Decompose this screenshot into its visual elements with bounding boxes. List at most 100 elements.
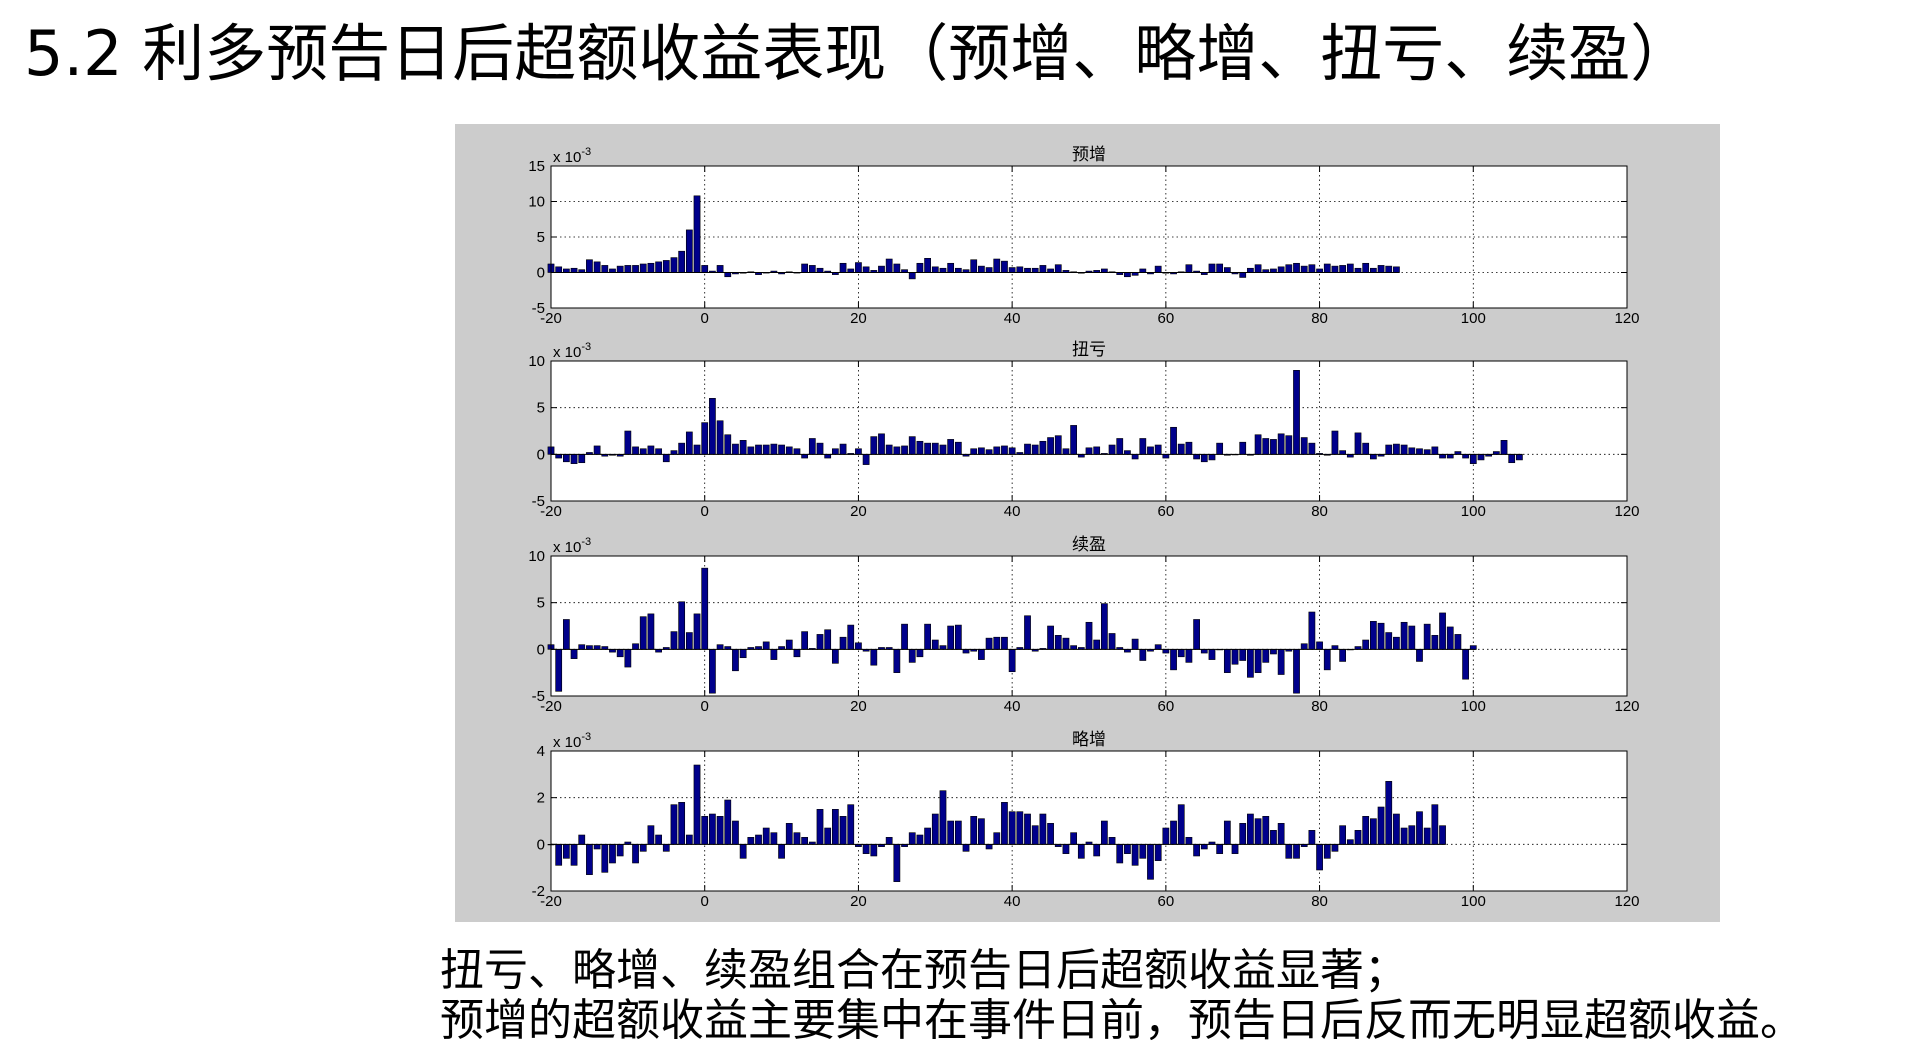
y-tick-label: 0 bbox=[537, 265, 545, 282]
bar bbox=[1070, 425, 1077, 455]
bar bbox=[570, 454, 578, 464]
bar bbox=[570, 844, 578, 866]
bar bbox=[1316, 641, 1323, 650]
x-tick-label: -20 bbox=[540, 893, 562, 910]
bar bbox=[939, 444, 947, 455]
bar bbox=[1331, 844, 1339, 852]
bar bbox=[908, 649, 916, 663]
x-tick-label: 120 bbox=[1614, 503, 1639, 520]
bar bbox=[793, 649, 801, 658]
bar bbox=[1208, 454, 1216, 461]
bar bbox=[1285, 264, 1293, 273]
bar bbox=[870, 436, 878, 455]
bar bbox=[1262, 649, 1270, 663]
bar bbox=[1254, 434, 1262, 455]
bar bbox=[1131, 844, 1139, 866]
bar bbox=[1247, 649, 1254, 678]
bar bbox=[1147, 844, 1154, 880]
bar bbox=[1439, 612, 1446, 650]
axes-frame bbox=[550, 555, 1628, 697]
x-tick-label: 40 bbox=[1004, 893, 1021, 910]
y-tick-label: -5 bbox=[532, 300, 545, 317]
bar bbox=[1439, 825, 1446, 845]
bar bbox=[778, 844, 785, 859]
bar bbox=[1377, 622, 1385, 650]
bar bbox=[947, 439, 955, 455]
bar bbox=[1223, 820, 1231, 845]
bar bbox=[1185, 837, 1193, 845]
bar bbox=[647, 613, 655, 650]
bar bbox=[947, 820, 955, 845]
bar bbox=[1300, 437, 1308, 455]
bar bbox=[632, 446, 639, 455]
bar bbox=[785, 639, 793, 650]
bar bbox=[1139, 649, 1147, 661]
bar bbox=[1354, 830, 1362, 845]
bar bbox=[1239, 649, 1247, 661]
x-tick-label: -20 bbox=[540, 698, 562, 715]
bar bbox=[578, 834, 586, 845]
x-tick-label: 60 bbox=[1158, 698, 1175, 715]
bar bbox=[709, 813, 716, 845]
subplot-3: -20 0 20 40 60 80 100 120 -5 0 5 10 x 10-3 续盈 bbox=[528, 535, 1639, 715]
bar bbox=[716, 644, 724, 650]
bar bbox=[870, 649, 878, 666]
bar bbox=[1162, 827, 1170, 845]
figure-panel: -20 0 20 40 60 80 100 120 -5 0 5 10 15 x 10-3 预增 -20 0 20… bbox=[455, 124, 1720, 922]
bar bbox=[916, 834, 924, 845]
y-tick-label: -2 bbox=[532, 883, 545, 900]
bar bbox=[924, 827, 931, 845]
bar bbox=[1369, 818, 1377, 845]
bar bbox=[1108, 837, 1116, 845]
bar bbox=[816, 809, 824, 845]
x-tick-label: 80 bbox=[1311, 698, 1328, 715]
bar bbox=[701, 265, 709, 273]
bar bbox=[563, 454, 570, 463]
bar bbox=[616, 844, 624, 857]
bar bbox=[1024, 615, 1031, 650]
bar bbox=[1462, 649, 1469, 680]
bar bbox=[578, 644, 586, 650]
bar bbox=[908, 436, 916, 455]
bar bbox=[978, 649, 985, 660]
bar bbox=[1408, 625, 1416, 650]
bar bbox=[1416, 649, 1423, 662]
y-tick-label: 0 bbox=[537, 641, 545, 658]
bar bbox=[901, 623, 908, 650]
bar bbox=[724, 434, 732, 455]
x-tick-label: 120 bbox=[1614, 310, 1639, 327]
bar bbox=[1154, 644, 1162, 650]
bar bbox=[609, 268, 616, 273]
bar bbox=[662, 454, 670, 463]
bar bbox=[862, 266, 870, 273]
bar bbox=[808, 438, 816, 455]
bar bbox=[732, 649, 739, 672]
bar bbox=[1154, 844, 1162, 861]
x-tick-label: 20 bbox=[850, 310, 867, 327]
bar bbox=[1408, 447, 1416, 455]
x-tick-label: 120 bbox=[1614, 893, 1639, 910]
y-tick-label: 10 bbox=[528, 353, 545, 370]
bar bbox=[709, 649, 716, 694]
bar bbox=[1293, 262, 1300, 273]
bar bbox=[593, 445, 601, 455]
bar bbox=[1331, 430, 1339, 455]
x-tick-label: -20 bbox=[540, 310, 562, 327]
bar bbox=[732, 443, 739, 455]
bar bbox=[555, 454, 563, 459]
bar bbox=[616, 265, 624, 273]
bar bbox=[847, 804, 855, 845]
bar bbox=[1193, 619, 1200, 650]
bar bbox=[839, 816, 847, 845]
y-tick-label: -5 bbox=[532, 688, 545, 705]
bar bbox=[624, 430, 632, 455]
bar bbox=[1208, 649, 1216, 660]
bar bbox=[1369, 454, 1377, 460]
bar bbox=[931, 639, 939, 650]
bar bbox=[1400, 444, 1408, 455]
bar bbox=[1054, 435, 1062, 455]
bar bbox=[924, 258, 931, 273]
x-tick-label: 120 bbox=[1614, 698, 1639, 715]
y-tick-label: 4 bbox=[537, 743, 545, 760]
y-tick-label: 0 bbox=[537, 446, 545, 463]
